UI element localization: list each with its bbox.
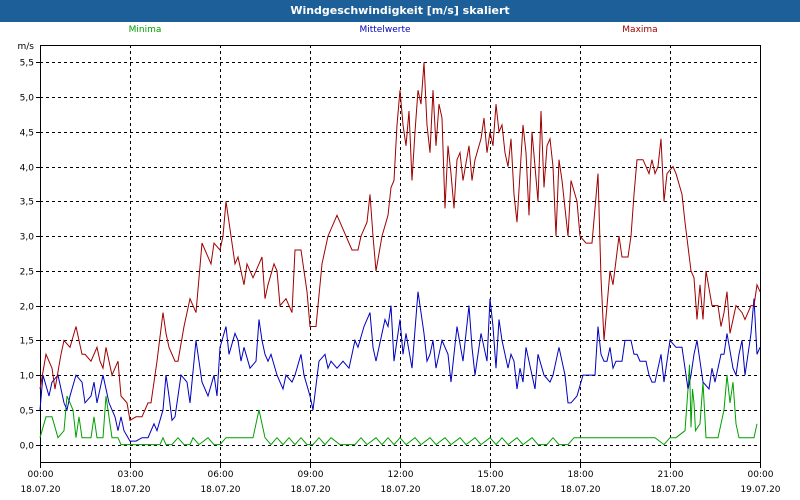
x-tick-date: 18.07.20 <box>380 485 420 495</box>
x-tick-date: 18.07.20 <box>290 485 330 495</box>
series-minima <box>39 364 758 446</box>
x-tick-time: 18:00 <box>568 470 594 480</box>
y-tick-label: 3,0 <box>20 233 35 243</box>
grid-lines <box>40 45 761 462</box>
x-tick-time: 15:00 <box>478 470 504 480</box>
plot-frame <box>40 45 761 463</box>
x-tick-time: 03:00 <box>118 470 144 480</box>
legend-maxima: Maxima <box>622 25 657 35</box>
series-mittelwerte <box>39 291 761 442</box>
legend-mittelwerte: Mittelwerte <box>359 25 410 35</box>
x-tick-date: 18.07.20 <box>650 485 690 495</box>
y-tick-label: 1,5 <box>20 337 34 347</box>
y-tick-label: 2,5 <box>20 268 34 278</box>
y-axis-unit: m/s <box>18 42 35 52</box>
x-tick-date: 18.07.20 <box>560 485 600 495</box>
legend: Minima Mittelwerte Maxima <box>129 25 658 35</box>
x-tick-time: 21:00 <box>658 470 684 480</box>
y-tick-label: 5,5 <box>20 59 34 69</box>
y-tick-label: 5,0 <box>20 94 35 104</box>
x-tick-date: 19.07.20 <box>740 485 780 495</box>
series-maxima <box>39 62 761 422</box>
x-tick-date: 18.07.20 <box>200 485 240 495</box>
x-tick-time: 09:00 <box>298 470 324 480</box>
window-title: Windgeschwindigkeit [m/s] skaliert <box>0 0 800 22</box>
axis-labels: 0,0 0,5 1,0 1,5 2,0 2,5 3,0 3,5 4,0 4,5 5,0 5,5 m/s 0… <box>18 42 781 495</box>
x-tick-time: 06:00 <box>208 470 234 480</box>
y-tick-label: 0,0 <box>20 442 35 452</box>
x-tick-date: 18.07.20 <box>20 485 60 495</box>
chart: 0,0 0,5 1,0 1,5 2,0 2,5 3,0 3,5 4,0 4,5 5,0 5,5 m/s 0… <box>0 22 800 500</box>
axes <box>36 45 761 468</box>
y-tick-label: 4,5 <box>20 129 34 139</box>
y-tick-label: 0,5 <box>20 407 34 417</box>
series-lines <box>39 62 761 446</box>
x-tick-date: 18.07.20 <box>110 485 150 495</box>
x-tick-time: 00:00 <box>748 470 774 480</box>
y-tick-label: 3,5 <box>20 198 34 208</box>
x-tick-date: 18.07.20 <box>470 485 510 495</box>
y-tick-label: 4,0 <box>20 164 35 174</box>
legend-minima: Minima <box>129 25 162 35</box>
y-tick-label: 1,0 <box>20 372 35 382</box>
x-tick-time: 12:00 <box>388 470 414 480</box>
x-tick-time: 00:00 <box>28 470 54 480</box>
y-tick-label: 2,0 <box>20 303 35 313</box>
